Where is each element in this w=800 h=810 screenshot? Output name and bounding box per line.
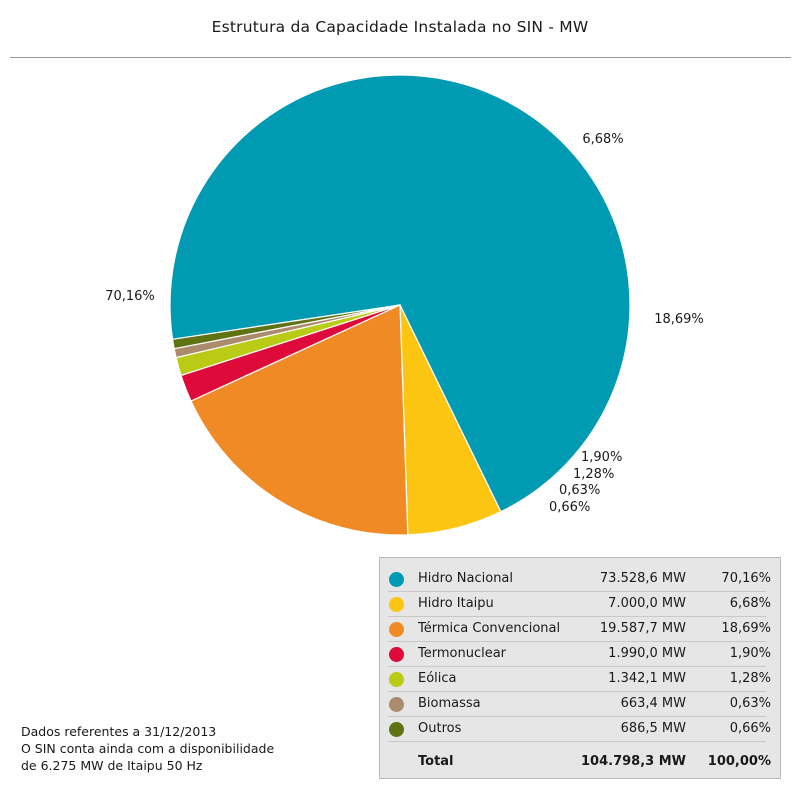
legend-name: Termonuclear	[418, 646, 507, 661]
total-percent: 100,00%	[707, 754, 771, 769]
legend-swatch	[389, 572, 404, 587]
legend-mw: 1.990,0 MW	[608, 646, 686, 661]
slice-percent-label: 1,90%	[581, 450, 622, 465]
legend-percent: 1,28%	[729, 671, 771, 686]
legend-mw: 73.528,6 MW	[599, 571, 686, 586]
legend-row: Hidro Nacional 73.528,6 MW 70,16%	[380, 567, 780, 592]
slice-percent-label: 6,68%	[582, 132, 623, 147]
slice-percent-label: 1,28%	[573, 467, 614, 482]
legend-mw: 686,5 MW	[620, 721, 686, 736]
footnote-line: Dados referentes a 31/12/2013	[21, 724, 217, 739]
legend-name: Outros	[418, 721, 462, 736]
legend-mw: 19.587,7 MW	[599, 621, 686, 636]
legend-name: Eólica	[418, 671, 457, 686]
legend-percent: 18,69%	[721, 621, 771, 636]
legend-swatch	[389, 697, 404, 712]
footnote-line: de 6.275 MW de Itaipu 50 Hz	[21, 758, 203, 773]
legend-row: Outros 686,5 MW 0,66%	[380, 717, 780, 742]
legend-percent: 6,68%	[729, 596, 771, 611]
legend-row: Biomassa 663,4 MW 0,63%	[380, 692, 780, 717]
legend-total-row: Total 104.798,3 MW 100,00%	[380, 750, 780, 775]
legend-swatch	[389, 597, 404, 612]
pie-chart: 70,16% 6,68% 18,69% 1,90% 1,28%0,63% 0,66%	[105, 74, 704, 536]
footnote-line: O SIN conta ainda com a disponibilidade	[21, 741, 275, 756]
legend-swatch	[389, 647, 404, 662]
legend-swatch	[389, 672, 404, 687]
legend-percent: 70,16%	[721, 571, 771, 586]
total-mw: 104.798,3 MW	[581, 754, 686, 769]
legend-mw: 7.000,0 MW	[608, 596, 686, 611]
legend-percent: 0,66%	[729, 721, 771, 736]
slice-percent-label: 70,16%	[105, 289, 155, 304]
legend-name: Hidro Nacional	[418, 571, 514, 586]
slice-percent-label: 0,66%	[549, 500, 590, 515]
legend-percent: 1,90%	[729, 646, 771, 661]
pie-slice-outros	[171, 304, 401, 350]
pie-slice-hidro-nacional	[169, 74, 631, 513]
chart-title: Estrutura da Capacidade Instalada no SIN…	[211, 18, 589, 36]
legend-row: Eólica 1.342,1 MW 1,28%	[380, 667, 780, 692]
legend-row: Hidro Itaipu 7.000,0 MW 6,68%	[380, 592, 780, 617]
legend-name: Biomassa	[418, 696, 481, 711]
slice-percent-label: 18,69%	[654, 312, 704, 327]
slice-percent-label: 0,63%	[559, 483, 600, 498]
total-label: Total	[418, 754, 454, 769]
pie-slice-t-rmica-convencional	[190, 304, 409, 536]
legend-mw: 663,4 MW	[620, 696, 686, 711]
title-divider	[10, 57, 791, 58]
legend-name: Térmica Convencional	[418, 621, 561, 636]
legend-swatch	[389, 722, 404, 737]
legend-row: Térmica Convencional 19.587,7 MW 18,69%	[380, 617, 780, 642]
legend-percent: 0,63%	[729, 696, 771, 711]
footnote: Dados referentes a 31/12/2013 O SIN cont…	[21, 723, 274, 774]
legend-mw: 1.342,1 MW	[608, 671, 686, 686]
legend-table: Hidro Nacional 73.528,6 MW 70,16% Hidro …	[379, 557, 781, 779]
legend-swatch	[389, 622, 404, 637]
legend-name: Hidro Itaipu	[418, 596, 494, 611]
legend-row: Termonuclear 1.990,0 MW 1,90%	[380, 642, 780, 667]
